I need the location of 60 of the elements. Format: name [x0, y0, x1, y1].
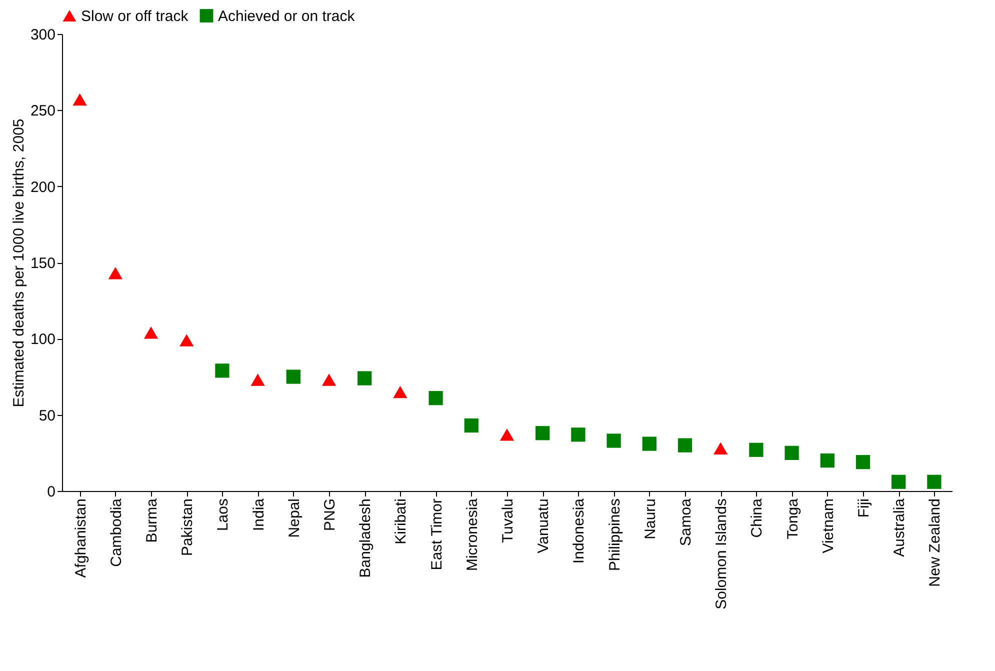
y-tick-label: 150: [30, 255, 56, 272]
point: [820, 453, 834, 468]
x-tick-label: Tonga: [784, 498, 802, 540]
x-tick-label: Bangladesh: [357, 498, 374, 578]
x-tick-label: Cambodia: [108, 498, 125, 567]
x-tick-label: Samoa: [678, 498, 694, 546]
point: [536, 426, 550, 440]
point: [714, 442, 728, 454]
x-tick-label: Philippines: [606, 498, 624, 572]
x-tick-label: Afghanistan: [72, 498, 90, 578]
point: [892, 474, 906, 489]
y-axis-title: Estimated deaths per 1000 live births, 2005: [10, 118, 28, 408]
point: [72, 93, 87, 106]
x-tick-label: Nepal: [286, 498, 303, 538]
point: [749, 442, 764, 457]
x-tick-label: China: [748, 498, 766, 538]
point: [678, 438, 692, 452]
y-tick-label: 200: [30, 178, 56, 196]
point: [144, 326, 158, 339]
point: [322, 374, 336, 386]
point: [180, 334, 194, 346]
y-tick-label: 50: [38, 407, 56, 424]
y-tick-label: 0: [47, 484, 56, 500]
x-tick-label: Vietnam: [820, 498, 837, 554]
point: [856, 454, 870, 470]
x-tick-label: Pakistan: [179, 498, 196, 556]
point: [784, 446, 799, 460]
legend-label: Slow or off track: [81, 8, 189, 25]
x-tick-label: Australia: [891, 498, 908, 557]
point: [500, 428, 514, 441]
point: [606, 434, 621, 448]
point: [215, 364, 230, 378]
x-tick-label: Nauru: [642, 498, 659, 540]
point: [464, 418, 478, 433]
point: [108, 267, 122, 280]
point: [642, 436, 656, 451]
x-tick-label: Burma: [144, 498, 160, 543]
x-tick-label: PNG: [322, 498, 338, 532]
point: [286, 370, 300, 384]
x-tick-label: Kiribati: [392, 498, 410, 544]
point: [571, 428, 586, 442]
point: [393, 386, 408, 398]
y-tick-label: 250: [30, 102, 56, 120]
y-tick-label: 300: [30, 26, 56, 44]
x-tick-label: Micronesia: [464, 498, 481, 572]
point: [358, 371, 372, 386]
point: [927, 474, 942, 489]
x-tick-label: Fiji: [856, 498, 872, 518]
x-tick-label: Vanuatu: [535, 498, 552, 554]
x-tick-label: Indonesia: [570, 498, 588, 564]
point: [250, 374, 265, 386]
x-tick-label: Laos: [214, 498, 232, 532]
x-tick-label: New Zealand: [926, 498, 944, 587]
y-tick-label: 100: [30, 331, 56, 348]
x-tick-label: Solomon Islands: [713, 498, 730, 610]
legend-label: Achieved or on track: [218, 8, 356, 25]
x-tick-label: Tuvalu: [500, 498, 516, 543]
x-tick-label: India: [250, 498, 268, 532]
point: [428, 391, 443, 406]
x-tick-label: East Timor: [428, 498, 446, 570]
